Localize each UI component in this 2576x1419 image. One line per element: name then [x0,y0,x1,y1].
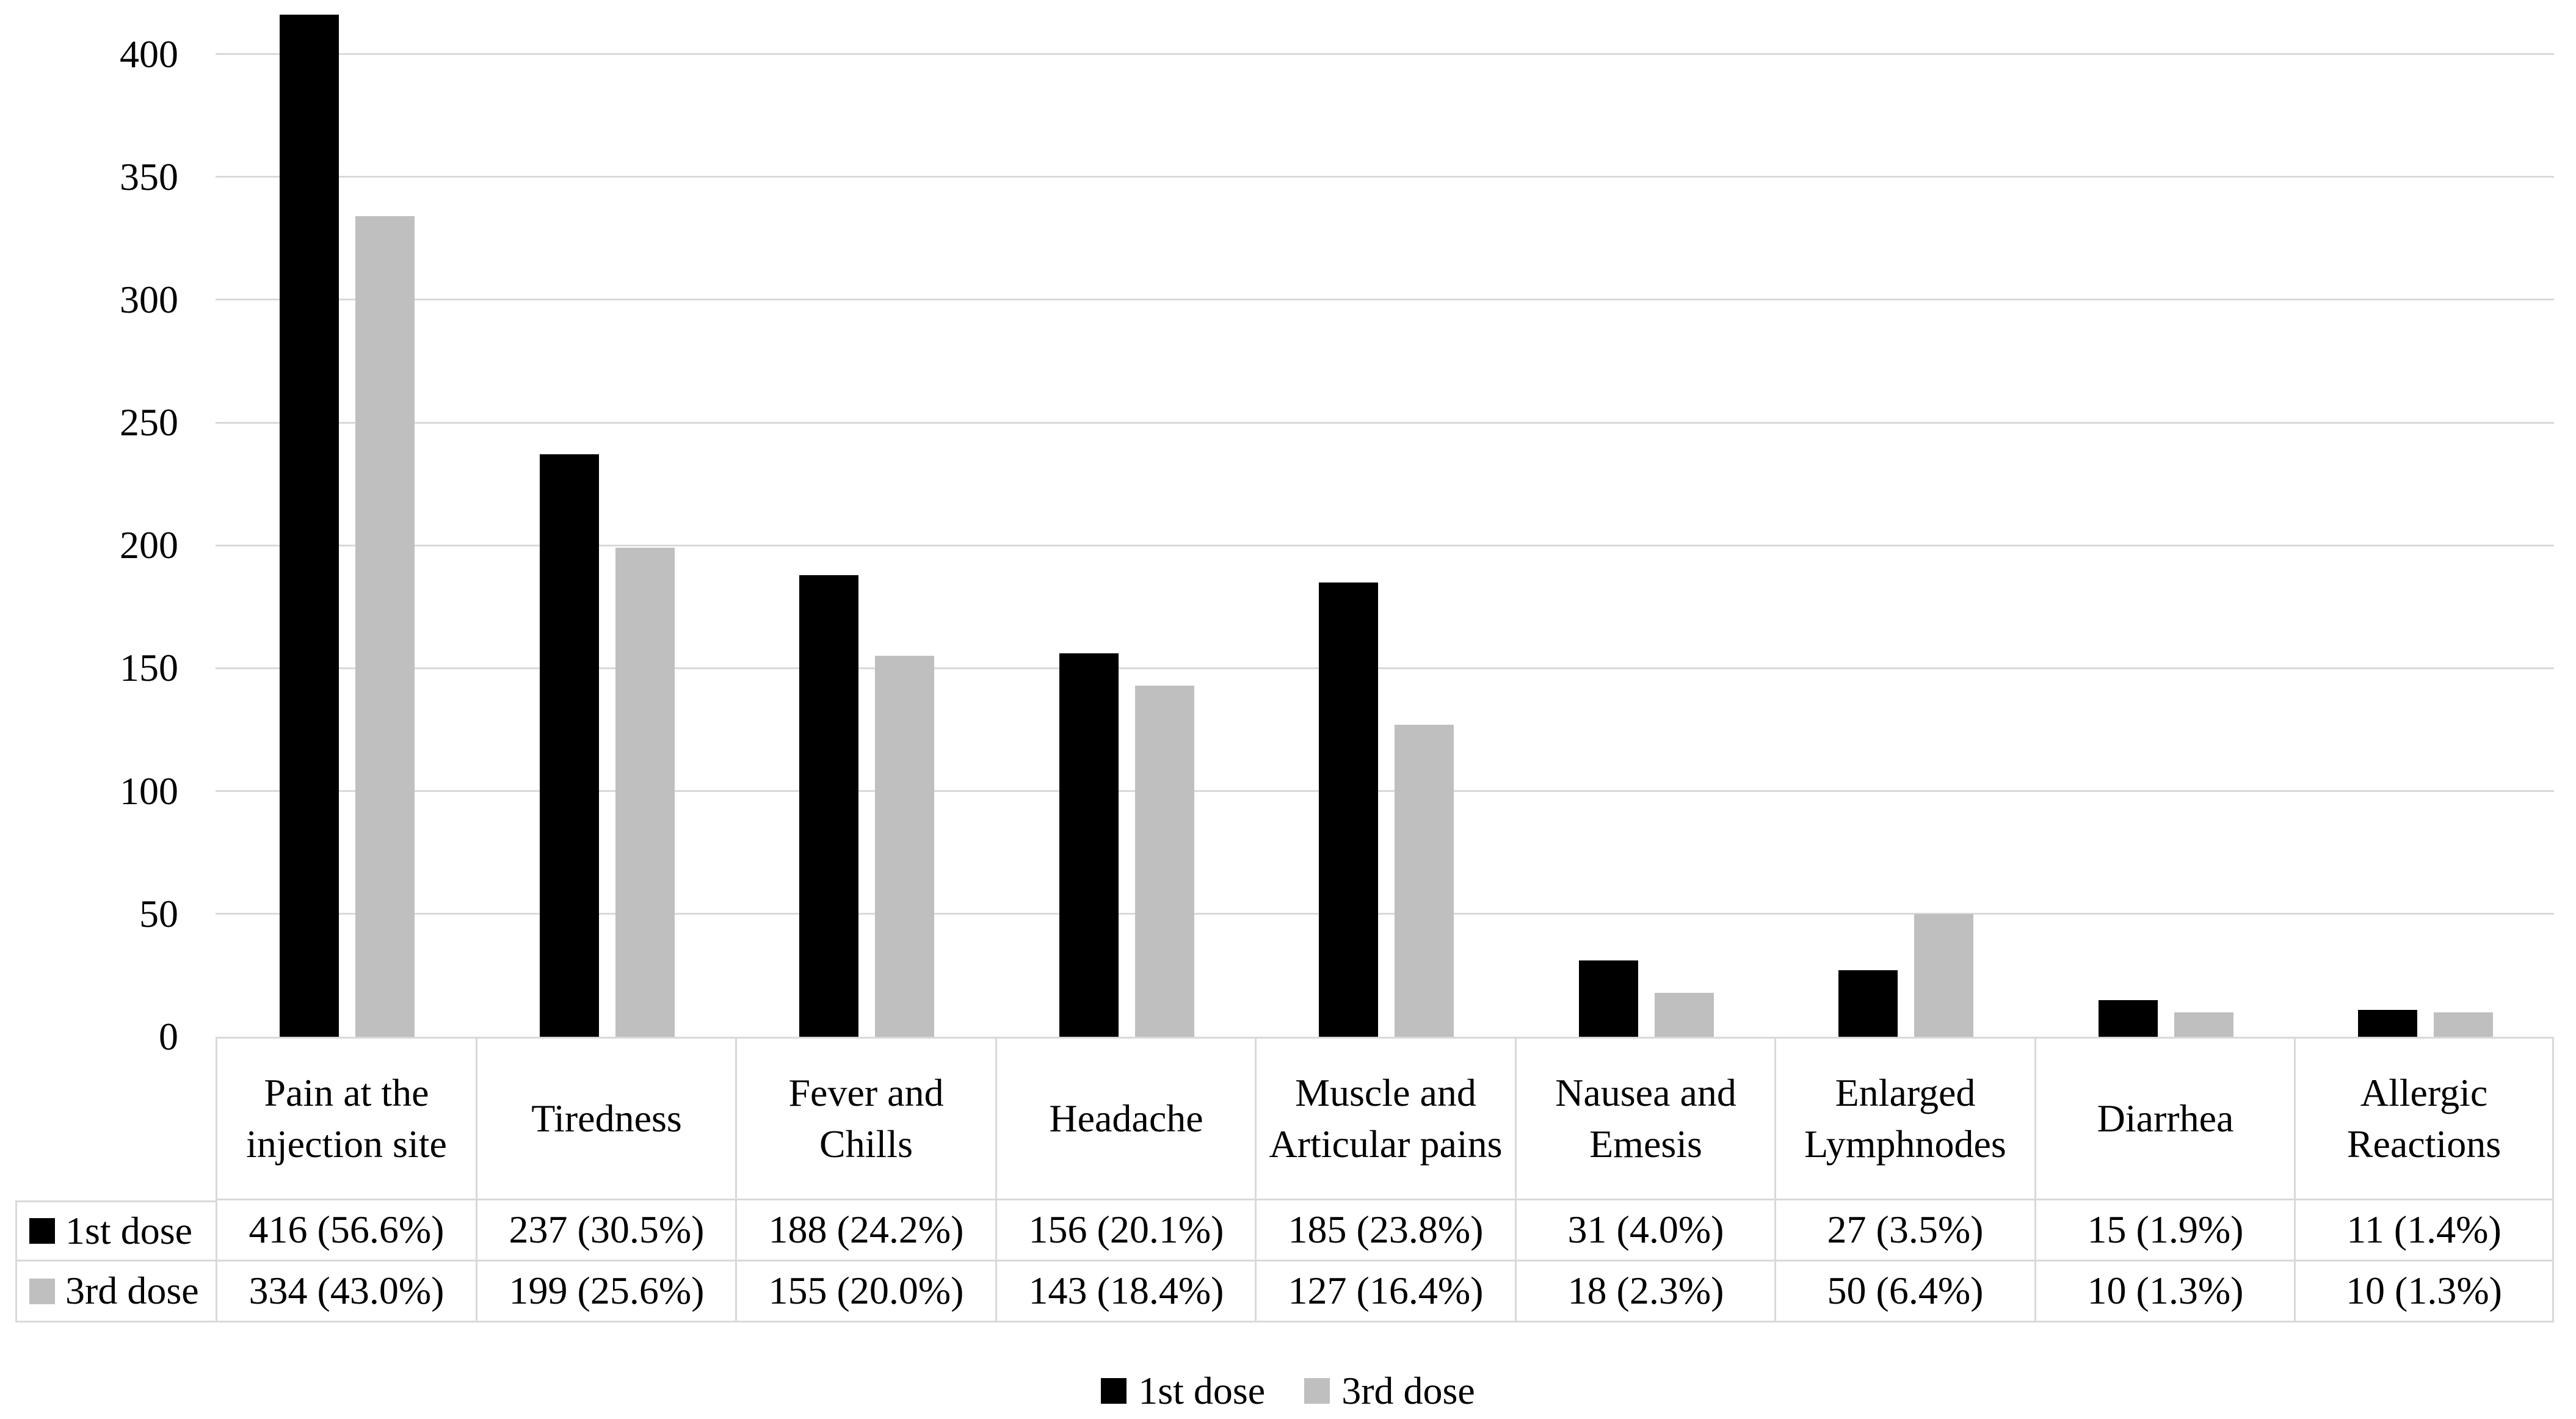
bar-3rd-dose [355,216,415,1037]
category-header-cell: Enlarged Lymphnodes [1774,1037,2034,1200]
bar-1st-dose [280,15,339,1037]
category-label: Diarrhea [2097,1096,2234,1140]
category-label: Tiredness [531,1096,682,1140]
series-row-label: 3rd dose [15,1261,216,1323]
gridline [216,421,2554,424]
legend-item: 1st dose [1101,1368,1265,1414]
category-label: Headache [1049,1096,1203,1140]
bar-1st-dose [799,575,858,1037]
y-axis-tick-label: 250 [120,401,178,445]
y-axis-tick-label: 300 [120,277,178,321]
value-cell: 15 (1.9%) [2034,1200,2295,1261]
bar-3rd-dose [2174,1012,2233,1037]
series-row-label: 1st dose [15,1200,216,1261]
bar-1st-dose [2099,1000,2158,1037]
chart-plot-area [216,0,2554,1037]
bar-1st-dose [1838,970,1898,1037]
series-name: 1st dose [65,1208,192,1252]
bar-1st-dose [1319,582,1378,1037]
legend-label: 1st dose [1138,1369,1266,1412]
series-color-chip [29,1218,55,1244]
gridline [216,667,2554,669]
category-header-cell: Pain at the injection site [216,1037,476,1200]
category-label: Muscle and Articular pains [1269,1070,1503,1166]
category-header-cell: Fever and Chills [735,1037,995,1200]
bar-1st-dose [540,454,599,1037]
legend-swatch [1101,1378,1127,1404]
bar-3rd-dose [1395,725,1454,1037]
y-axis: 0 50 100 150 200 250 300 350 400 [0,0,216,1075]
category-header-cell: Nausea and Emesis [1515,1037,1775,1200]
category-label: Pain at the injection site [246,1070,447,1166]
series-color-chip [29,1278,55,1304]
bar-3rd-dose [615,548,675,1037]
value-cell: 127 (16.4%) [1255,1261,1515,1323]
category-header-cell: Muscle and Articular pains [1255,1037,1515,1200]
category-header-cell: Allergic Reactions [2294,1037,2554,1200]
value-cell: 27 (3.5%) [1774,1200,2034,1261]
category-label: Allergic Reactions [2346,1070,2502,1166]
bar-3rd-dose [1655,993,1714,1037]
bar-3rd-dose [875,656,934,1037]
value-cell: 155 (20.0%) [735,1261,995,1323]
value-cell: 156 (20.1%) [995,1200,1255,1261]
bar-1st-dose [1059,653,1119,1037]
category-label: Enlarged Lymphnodes [1804,1070,2006,1166]
y-axis-tick-label: 400 [120,32,178,76]
value-cell: 334 (43.0%) [216,1261,476,1323]
bar-3rd-dose [1914,914,1973,1037]
bar-3rd-dose [2434,1012,2493,1037]
legend-label: 3rd dose [1341,1369,1475,1412]
y-axis-tick-label: 50 [139,891,178,935]
bar-3rd-dose [1135,686,1194,1037]
y-axis-tick-label: 150 [120,646,178,690]
data-table: Pain at the injection site Tiredness Fever… [0,1037,2576,1323]
value-cell: 31 (4.0%) [1515,1200,1775,1261]
legend-swatch [1304,1378,1330,1404]
value-cell: 10 (1.3%) [2034,1261,2295,1323]
value-cell: 237 (30.5%) [476,1200,736,1261]
gridline [216,544,2554,546]
value-cell: 416 (56.6%) [216,1200,476,1261]
category-label: Fever and Chills [788,1070,944,1166]
legend: 1st dose 3rd dose [0,1363,2576,1419]
y-axis-tick-label: 0 [159,1015,178,1058]
value-cell: 185 (23.8%) [1255,1200,1515,1261]
gridline [216,913,2554,915]
gridline [216,53,2554,56]
series-name: 3rd dose [65,1269,199,1313]
value-cell: 18 (2.3%) [1515,1261,1775,1323]
value-cell: 199 (25.6%) [476,1261,736,1323]
y-axis-tick-label: 200 [120,523,178,567]
y-axis-tick-label: 100 [120,769,178,813]
category-header-cell: Headache [995,1037,1255,1200]
value-cell: 10 (1.3%) [2294,1261,2554,1323]
gridline [216,299,2554,301]
gridline [216,790,2554,793]
value-cell: 11 (1.4%) [2294,1200,2554,1261]
gridline [216,176,2554,178]
category-header-cell: Tiredness [476,1037,736,1200]
value-cell: 50 (6.4%) [1774,1261,2034,1323]
value-cell: 188 (24.2%) [735,1200,995,1261]
category-label: Nausea and Emesis [1555,1070,1736,1166]
value-cell: 143 (18.4%) [995,1261,1255,1323]
category-header-cell: Diarrhea [2034,1037,2295,1200]
bar-1st-dose [2358,1010,2417,1037]
y-axis-tick-label: 350 [120,154,178,198]
bar-1st-dose [1579,960,1638,1037]
legend-item: 3rd dose [1304,1368,1475,1414]
